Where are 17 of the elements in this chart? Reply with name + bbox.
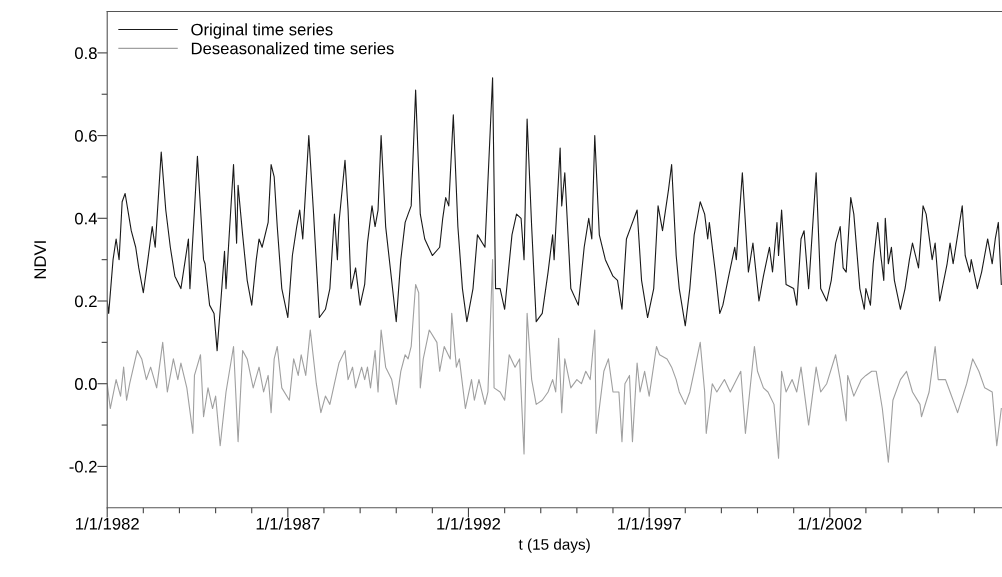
y-tick-label: 0.8 — [74, 47, 97, 60]
line-series — [107, 77, 1002, 352]
x-tick-label: 1/1/1992 — [437, 517, 501, 530]
y-tick-label: 0.6 — [74, 130, 97, 142]
y-axis-title: NDVI — [34, 241, 46, 279]
x-tick-label: 1/1/2002 — [798, 517, 862, 530]
y-tick-label: 0.2 — [74, 295, 97, 308]
x-tick-label: 1/1/1997 — [618, 517, 681, 530]
x-tick-label: 1/1/1987 — [256, 517, 320, 530]
y-tick-label: 0.4 — [74, 212, 98, 225]
x-tick-label: 1/1/1982 — [76, 517, 139, 530]
legend-label: Deseasonalized time series — [191, 42, 394, 55]
x-axis-title: t (15 days) — [518, 538, 590, 553]
line-series — [107, 259, 1002, 463]
y-tick-label: 0.0 — [74, 378, 97, 390]
y-tick-label: -0.2 — [69, 460, 97, 473]
legend-label: Original time series — [191, 23, 333, 39]
